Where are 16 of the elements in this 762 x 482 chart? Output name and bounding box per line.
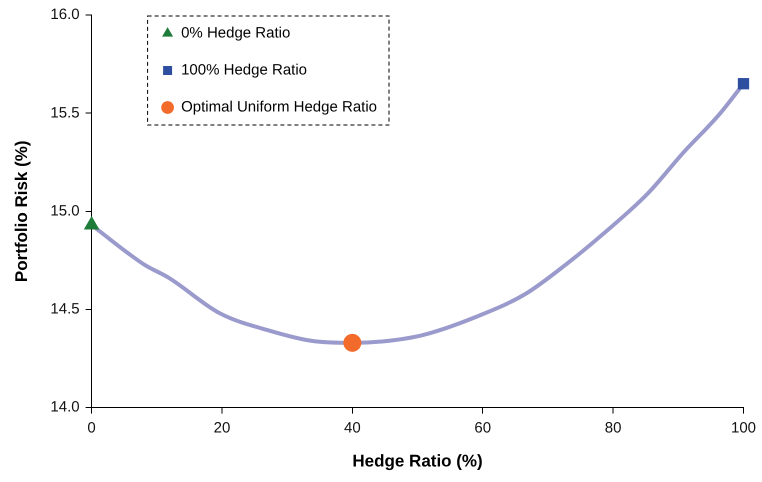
y-tick-label: 14.0	[50, 398, 80, 416]
y-tick-label: 16.0	[50, 6, 80, 24]
x-tick-label: 80	[604, 420, 622, 437]
legend-label: 100% Hedge Ratio	[181, 62, 308, 79]
x-tick-label: 0	[87, 420, 96, 437]
y-tick-label: 14.5	[50, 300, 80, 318]
legend-label: 0% Hedge Ratio	[181, 24, 290, 42]
x-tick-label: 60	[474, 420, 492, 437]
x-tick-label: 100	[730, 420, 756, 437]
legend-label: Optimal Uniform Hedge Ratio	[181, 98, 378, 116]
y-tick-label: 15.0	[50, 202, 80, 220]
y-tick-label: 15.5	[50, 104, 80, 122]
x-tick-label: 20	[214, 420, 230, 437]
x-axis-title: Hedge Ratio (%)	[352, 451, 483, 470]
y-axis-title: Portfolio Risk (%)	[12, 140, 31, 282]
x-tick-label: 40	[344, 420, 361, 437]
